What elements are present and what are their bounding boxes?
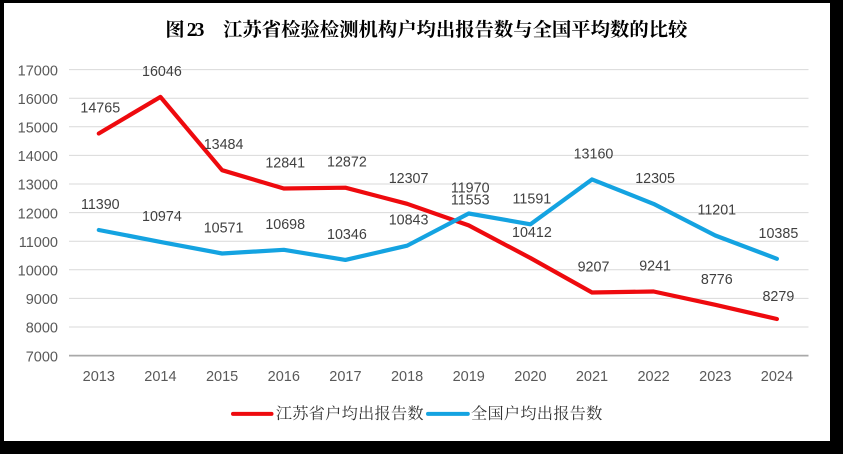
svg-text:10974: 10974 xyxy=(142,209,182,225)
svg-text:2014: 2014 xyxy=(144,369,176,385)
svg-text:16046: 16046 xyxy=(142,64,182,80)
svg-text:2023: 2023 xyxy=(699,369,731,385)
svg-text:2013: 2013 xyxy=(83,369,115,385)
svg-text:12305: 12305 xyxy=(635,171,675,187)
svg-text:8776: 8776 xyxy=(701,272,733,288)
svg-text:8000: 8000 xyxy=(26,321,58,337)
svg-text:13160: 13160 xyxy=(574,146,614,162)
svg-text:23: 23 xyxy=(187,20,205,41)
svg-text:14000: 14000 xyxy=(18,149,58,165)
svg-text:7000: 7000 xyxy=(26,349,58,365)
svg-text:2019: 2019 xyxy=(453,369,485,385)
svg-text:11201: 11201 xyxy=(697,203,736,219)
svg-text:10698: 10698 xyxy=(265,217,305,233)
svg-text:17000: 17000 xyxy=(18,63,58,79)
svg-text:2021: 2021 xyxy=(576,369,608,385)
svg-text:11390: 11390 xyxy=(81,197,120,213)
svg-text:10385: 10385 xyxy=(759,226,799,242)
svg-text:9241: 9241 xyxy=(639,259,671,275)
svg-text:11553: 11553 xyxy=(451,192,490,208)
svg-text:10000: 10000 xyxy=(18,264,58,280)
svg-text:10843: 10843 xyxy=(389,213,429,229)
svg-text:10412: 10412 xyxy=(512,225,552,241)
svg-text:15000: 15000 xyxy=(18,121,58,137)
svg-text:2024: 2024 xyxy=(761,369,793,385)
svg-text:12872: 12872 xyxy=(327,155,367,171)
svg-text:2022: 2022 xyxy=(637,369,669,385)
svg-text:11970: 11970 xyxy=(451,181,490,197)
svg-text:9000: 9000 xyxy=(26,292,58,308)
svg-text:14765: 14765 xyxy=(80,101,120,117)
svg-text:9207: 9207 xyxy=(578,260,610,276)
svg-text:11000: 11000 xyxy=(19,235,58,251)
svg-text:12000: 12000 xyxy=(18,206,58,222)
svg-text:8279: 8279 xyxy=(762,289,794,305)
svg-text:10346: 10346 xyxy=(327,227,367,243)
svg-text:12307: 12307 xyxy=(389,171,429,187)
svg-text:2016: 2016 xyxy=(268,369,300,385)
svg-text:13000: 13000 xyxy=(18,178,58,194)
svg-text:12841: 12841 xyxy=(265,156,305,172)
svg-text:2018: 2018 xyxy=(391,369,423,385)
svg-text:2020: 2020 xyxy=(514,369,546,385)
svg-text:11591: 11591 xyxy=(513,191,552,207)
svg-text:2015: 2015 xyxy=(206,369,238,385)
svg-text:10571: 10571 xyxy=(204,221,244,237)
svg-text:2017: 2017 xyxy=(329,369,361,385)
svg-text:13484: 13484 xyxy=(204,137,244,153)
svg-text:16000: 16000 xyxy=(18,92,58,108)
